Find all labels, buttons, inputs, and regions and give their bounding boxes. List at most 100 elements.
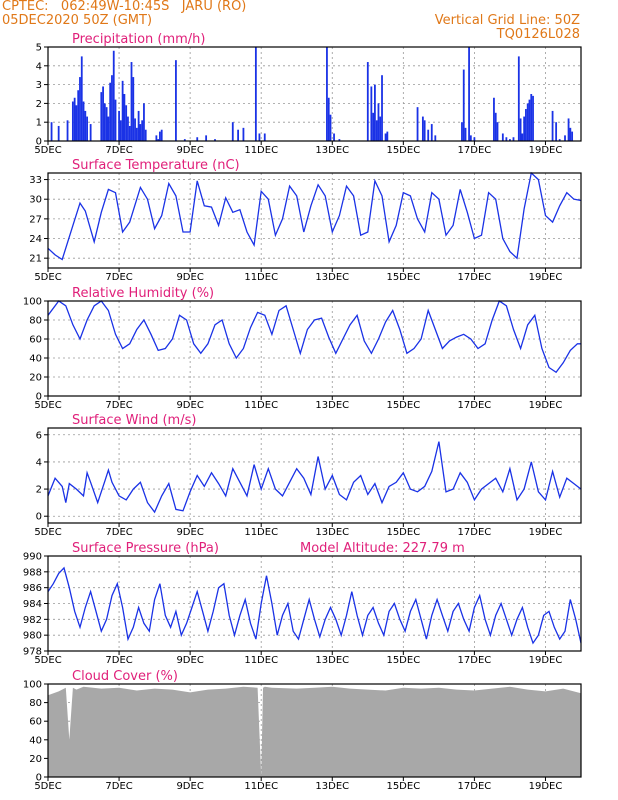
pressure-xtick-label: 7DEC [105,655,132,666]
precipitation-bar [379,116,382,141]
precipitation-bar [473,137,476,141]
precipitation-bar [71,101,74,141]
precipitation-bar [100,92,103,141]
precipitation-bar [66,120,69,141]
precipitation-bar [127,116,129,141]
cloud-ytick-label: 20 [29,754,42,765]
humidity-ytick-label: 40 [29,354,42,365]
precipitation-title: Precipitation (mm/h) [72,32,205,47]
precipitation-bar [505,137,508,141]
pressure-panel: Surface Pressure (hPa) Model Altitude: 22… [23,541,582,666]
precipitation-bar [205,135,208,141]
cloud-ytick-label: 40 [29,735,42,746]
precipitation-bar [77,90,80,141]
precipitation-bar [512,137,515,141]
pressure-xtick-label: 15DEC [386,655,420,666]
precipitation-bar [50,122,53,141]
precipitation-bar [381,75,383,141]
precipitation-bar [462,69,465,141]
precipitation-ytick-label: 3 [36,80,42,91]
precipitation-bar [107,116,110,141]
cloud-xtick-label: 17DEC [458,781,492,792]
precipitation-bar [434,135,437,141]
temperature-panel: Surface Temperature (nC) 21 24 27 30 33 5DEC 7D… [29,158,582,283]
precipitation-bar [427,129,430,141]
humidity-ytick-label: 100 [23,297,42,308]
precipitation-bar [103,103,106,141]
precipitation-bar [416,107,419,141]
cloud-xtick-label: 7DEC [105,781,132,792]
pressure-title: Surface Pressure (hPa) [72,541,219,556]
precipitation-bar [558,139,561,141]
humidity-panel: Relative Humidity (%) 0 20 40 60 80 100 5DEC 7DE… [23,286,582,411]
precipitation-bar [109,82,112,141]
temperature-xtick-label: 11DEC [244,272,278,283]
header-station: CPTEC: 062:49W-10:45S JARU (RO) [2,0,247,14]
pressure-ytick-label: 986 [23,583,42,594]
precipitation-bar [102,86,104,141]
humidity-series-line [47,299,581,374]
precipitation-bar [183,139,186,141]
precipitation-bar [384,133,387,141]
precipitation-bar [86,116,88,141]
cloud-panel: Cloud Cover (%) 0 20 40 60 80 100 5DEC 7DEC 9DEC 1… [23,669,582,792]
humidity-xtick-label: 11DEC [244,400,278,411]
pressure-frame [47,555,582,652]
temperature-ytick-label: 27 [29,214,42,225]
precipitation-bar [119,120,122,141]
precipitation-xtick-label: 15DEC [386,145,420,156]
precipitation-xtick-label: 13DEC [315,145,349,156]
precipitation-bar [377,103,380,141]
precipitation-bar [214,139,216,141]
precipitation-xtick-label: 9DEC [176,145,203,156]
wind-xtick-label: 9DEC [176,527,203,538]
cloud-title: Cloud Cover (%) [72,669,178,684]
temperature-ytick-label: 24 [29,234,42,245]
wind-ytick-label: 6 [36,430,42,441]
pressure-ytick-label: 988 [23,567,42,578]
humidity-ytick-label: 80 [29,316,42,327]
precipitation-bar [157,139,160,141]
precipitation-bar [82,101,85,141]
precipitation-bar [84,110,87,141]
cloud-xtick-label: 13DEC [315,781,349,792]
temperature-xtick-label: 19DEC [529,272,563,283]
precipitation-bar [75,105,78,141]
precipitation-bar [555,122,558,141]
precipitation-bar [123,94,126,141]
precipitation-bar [569,127,572,141]
precipitation-bar [333,133,335,141]
humidity-xtick-label: 15DEC [386,400,420,411]
precipitation-bar [551,110,554,141]
precipitation-bar [430,124,433,141]
precipitation-ytick-label: 1 [36,118,42,129]
cloud-ytick-label: 80 [29,698,42,709]
precipitation-frame [47,46,582,142]
precipitation-bar [370,86,373,141]
precipitation-bar [493,97,495,141]
cloud-xtick-label: 11DEC [244,781,278,792]
precipitation-xtick-label: 11DEC [244,145,278,156]
precipitation-bar [175,60,177,141]
precipitation-bar [519,118,522,141]
precipitation-bar [155,135,158,141]
precipitation-bar [130,62,133,141]
precipitation-bar [464,127,467,141]
precipitation-bar [242,127,245,141]
precipitation-bar [528,99,531,141]
precipitation-bar [125,105,128,141]
precipitation-bar [521,133,524,141]
cloud-xtick-label: 5DEC [34,781,61,792]
precipitation-bar [258,133,261,141]
wind-series-line [47,441,582,514]
temperature-xtick-label: 15DEC [386,272,420,283]
pressure-ytick-label: 978 [23,647,42,658]
precipitation-ytick-label: 0 [36,137,42,148]
wind-ytick-label: 2 [36,485,42,496]
precipitation-bar [105,107,108,141]
precipitation-bar [111,75,113,141]
precipitation-bar [372,112,375,141]
pressure-ytick-label: 990 [23,552,42,563]
precipitation-ytick-label: 4 [36,61,42,72]
precipitation-bar [139,124,142,141]
